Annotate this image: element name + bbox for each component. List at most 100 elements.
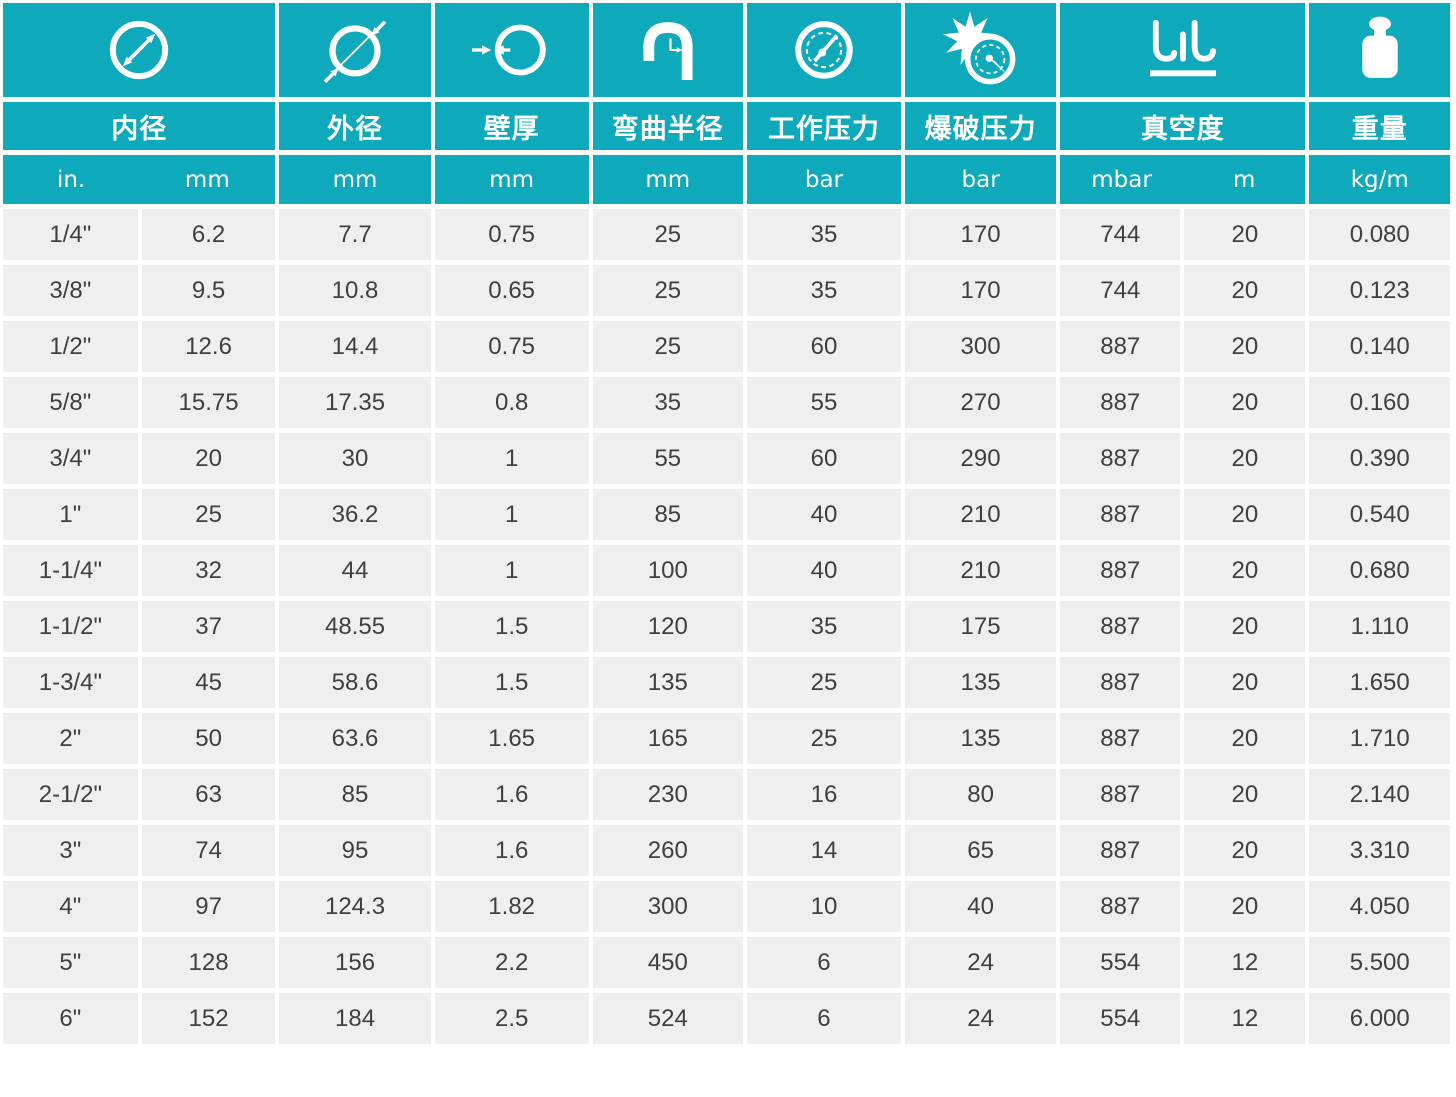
table-cell: 1 <box>434 433 589 484</box>
table-cell: 3/4" <box>3 433 138 484</box>
unit-cell-outer_diameter: mm <box>279 155 431 204</box>
table-cell: 0.75 <box>434 321 589 372</box>
column-header-weight: 重量 <box>1309 102 1450 150</box>
column-header-outer_diameter: 外径 <box>279 102 431 150</box>
table-cell: 7.7 <box>279 209 431 260</box>
table-cell: 20 <box>1184 881 1306 932</box>
table-cell: 48.55 <box>279 601 431 652</box>
unit-label: in. <box>56 166 86 193</box>
unit-label: bar <box>804 166 844 193</box>
unit-cell-wall_thickness: mm <box>434 155 589 204</box>
table-cell: 65 <box>904 825 1057 876</box>
unit-cell-inner_diameter: in. mm <box>3 155 276 204</box>
table-cell: 0.123 <box>1309 265 1450 316</box>
table-cell: 10.8 <box>279 265 431 316</box>
table-cell: 887 <box>1060 713 1181 764</box>
table-cell: 0.680 <box>1309 545 1450 596</box>
table-cell: 17.35 <box>279 377 431 428</box>
table-cell: 450 <box>592 937 743 988</box>
table-cell: 1.5 <box>434 601 589 652</box>
table-cell: 14.4 <box>279 321 431 372</box>
burst-pressure-icon <box>942 11 1015 85</box>
table-cell: 35 <box>746 265 901 316</box>
table-cell: 50 <box>141 713 276 764</box>
vacuum-icon <box>1149 19 1216 77</box>
table-cell: 210 <box>904 489 1057 540</box>
table-cell: 20 <box>1184 321 1306 372</box>
column-label: 工作压力 <box>767 113 880 145</box>
unit-cell-vacuum: mbar m <box>1060 155 1306 204</box>
column-header-wall_thickness: 壁厚 <box>434 102 589 150</box>
table-cell: 6.000 <box>1309 993 1450 1044</box>
table-cell: 887 <box>1060 825 1181 876</box>
table-cell: 210 <box>904 545 1057 596</box>
column-icon-inner_diameter <box>3 3 276 97</box>
table-cell: 887 <box>1060 545 1181 596</box>
column-icon-burst_pressure <box>904 3 1057 97</box>
table-cell: 1.650 <box>1309 657 1450 708</box>
column-icon-working_pressure <box>746 3 901 97</box>
unit-cell-bend_radius: mm <box>592 155 743 204</box>
table-cell: 20 <box>1184 489 1306 540</box>
table-cell: 20 <box>1184 825 1306 876</box>
table-cell: 9.5 <box>141 265 276 316</box>
table-cell: 1/4" <box>3 209 138 260</box>
table-cell: 20 <box>1184 769 1306 820</box>
table-cell: 85 <box>592 489 743 540</box>
table-cell: 1 <box>434 489 589 540</box>
table-cell: 290 <box>904 433 1057 484</box>
table-cell: 40 <box>746 545 901 596</box>
column-label: 壁厚 <box>483 113 540 145</box>
table-cell: 20 <box>1184 657 1306 708</box>
table-cell: 887 <box>1060 657 1181 708</box>
table-cell: 128 <box>141 937 276 988</box>
unit-cell-working_pressure: bar <box>746 155 901 204</box>
column-header-bend_radius: 弯曲半径 <box>592 102 743 150</box>
unit-cell-weight: kg/m <box>1309 155 1450 204</box>
table-cell: 35 <box>592 377 743 428</box>
table-cell: 15.75 <box>141 377 276 428</box>
table-cell: 1.65 <box>434 713 589 764</box>
unit-label: mbar <box>1091 166 1152 193</box>
table-cell: 63 <box>141 769 276 820</box>
column-label: 重量 <box>1351 113 1408 145</box>
table-cell: 5.500 <box>1309 937 1450 988</box>
table-cell: 60 <box>746 433 901 484</box>
table-cell: 25 <box>592 209 743 260</box>
table-cell: 887 <box>1060 489 1181 540</box>
table-cell: 0.140 <box>1309 321 1450 372</box>
inner-diameter-icon <box>110 20 169 80</box>
hose-spec-table: 内径 外径 壁厚 弯曲半径 工作压力 爆破压力 真空度 重量 in. mm mm mm mm bar bar… <box>3 3 1450 1044</box>
bend-radius-icon <box>643 22 693 80</box>
column-icon-vacuum <box>1060 3 1306 97</box>
working-pressure-icon <box>795 21 853 79</box>
table-cell: 12 <box>1184 993 1306 1044</box>
table-cell: 24 <box>904 937 1057 988</box>
table-cell: 20 <box>1184 713 1306 764</box>
table-cell: 3.310 <box>1309 825 1450 876</box>
unit-label: bar <box>961 166 1000 193</box>
table-cell: 30 <box>279 433 431 484</box>
table-cell: 55 <box>746 377 901 428</box>
table-cell: 14 <box>746 825 901 876</box>
table-cell: 58.6 <box>279 657 431 708</box>
unit-label: mm <box>645 166 691 193</box>
column-icon-weight <box>1309 3 1450 97</box>
table-cell: 40 <box>904 881 1057 932</box>
table-cell: 135 <box>592 657 743 708</box>
table-cell: 0.75 <box>434 209 589 260</box>
table-cell: 16 <box>746 769 901 820</box>
table-cell: 1-1/2" <box>3 601 138 652</box>
column-icon-wall_thickness <box>434 3 589 97</box>
table-cell: 6 <box>746 937 901 988</box>
table-cell: 524 <box>592 993 743 1044</box>
table-cell: 55 <box>592 433 743 484</box>
table-cell: 887 <box>1060 377 1181 428</box>
table-cell: 74 <box>141 825 276 876</box>
table-cell: 6" <box>3 993 138 1044</box>
table-cell: 1.82 <box>434 881 589 932</box>
unit-label: kg/m <box>1350 166 1409 193</box>
column-header-vacuum: 真空度 <box>1060 102 1306 150</box>
table-cell: 1-3/4" <box>3 657 138 708</box>
